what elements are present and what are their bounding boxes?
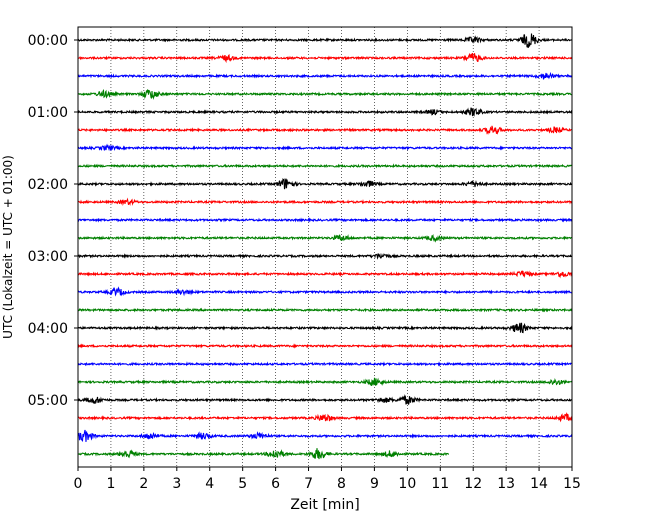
seismogram-trace xyxy=(77,286,573,297)
seismogram-trace xyxy=(77,322,573,334)
seismogram-trace xyxy=(77,177,573,190)
y-tick-label: 03:00 xyxy=(28,249,68,265)
x-tick-label: 0 xyxy=(74,476,83,492)
x-tick-label: 4 xyxy=(205,476,214,492)
y-tick-label: 01:00 xyxy=(28,105,68,121)
seismogram-trace xyxy=(77,107,573,117)
seismogram-trace xyxy=(77,394,573,405)
seismogram-trace xyxy=(77,361,573,367)
y-tick-label: 00:00 xyxy=(28,33,68,49)
seismogram-trace xyxy=(77,429,573,442)
x-axis-ticks: 0 1 2 3 4 5 6 7 8 9 10 11 12 13 14 15 xyxy=(74,467,581,492)
y-tick-label: 04:00 xyxy=(28,321,68,337)
x-axis-label: Zeit [min] xyxy=(290,497,359,513)
seismogram-trace xyxy=(77,307,573,313)
seismogram-trace xyxy=(77,233,573,243)
seismogram-trace xyxy=(77,125,573,136)
x-tick-label: 7 xyxy=(304,476,313,492)
seismogram-trace xyxy=(77,52,573,64)
seismogram-trace xyxy=(77,217,573,223)
x-tick-label: 8 xyxy=(337,476,346,492)
seismogram-trace xyxy=(77,448,450,460)
seismogram-traces xyxy=(77,33,573,460)
seismogram-trace xyxy=(77,343,573,349)
x-tick-label: 5 xyxy=(238,476,247,492)
seismogram-trace xyxy=(77,33,573,48)
x-tick-label: 14 xyxy=(530,476,548,492)
x-tick-label: 1 xyxy=(106,476,115,492)
grid-lines xyxy=(110,27,540,467)
y-axis-label: UTC (Lokalzeit = UTC + 01:00) xyxy=(1,155,15,339)
seismogram-trace xyxy=(77,377,573,387)
seismogram-trace xyxy=(77,71,573,80)
seismogram-trace xyxy=(77,163,573,169)
seismogram-trace xyxy=(77,411,573,423)
x-tick-label: 2 xyxy=(139,476,148,492)
x-tick-label: 13 xyxy=(497,476,515,492)
x-tick-label: 9 xyxy=(370,476,379,492)
seismogram-trace xyxy=(77,143,573,152)
y-axis-ticks: 00:00 01:00 02:00 03:00 04:00 05:00 xyxy=(28,33,78,409)
seismogram-trace xyxy=(77,253,573,260)
seismogram-trace xyxy=(77,197,573,206)
x-tick-label: 3 xyxy=(172,476,181,492)
seismogram-trace xyxy=(77,88,573,101)
seismogram-trace xyxy=(77,270,573,279)
x-tick-label: 10 xyxy=(398,476,416,492)
y-tick-label: 05:00 xyxy=(28,393,68,409)
x-tick-label: 6 xyxy=(271,476,280,492)
x-tick-label: 12 xyxy=(464,476,482,492)
plot-frame xyxy=(77,26,573,468)
x-tick-label: 11 xyxy=(431,476,449,492)
y-tick-label: 02:00 xyxy=(28,177,68,193)
x-tick-label: 15 xyxy=(563,476,581,492)
